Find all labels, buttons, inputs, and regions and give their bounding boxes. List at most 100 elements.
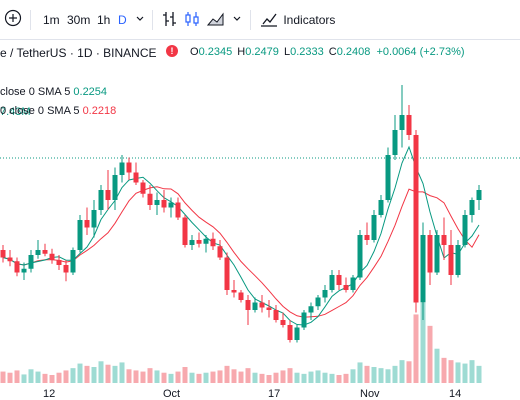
candle-body — [448, 245, 454, 275]
candle-body — [308, 306, 314, 313]
candle-body — [21, 268, 27, 273]
candle-body — [287, 325, 293, 340]
candle-body — [224, 257, 230, 290]
candle-body — [154, 200, 160, 205]
volume-bar — [364, 365, 370, 383]
candle-body — [7, 257, 13, 262]
sma-fast-line — [2, 145, 480, 326]
volume-bar — [280, 370, 286, 383]
interval-d[interactable]: D — [118, 13, 127, 27]
volume-bar — [322, 372, 328, 383]
candle-body — [364, 235, 370, 240]
volume-bar — [98, 361, 104, 383]
high-value: 0.2479 — [245, 46, 279, 58]
candle-body — [147, 193, 153, 205]
interval-1m[interactable]: 1m — [43, 13, 60, 27]
volume-bar — [119, 362, 125, 383]
candle-body — [245, 300, 251, 310]
volume-bar — [287, 368, 293, 383]
candle-body — [392, 130, 398, 155]
indicators-icon — [261, 13, 277, 27]
candle-body — [357, 235, 363, 278]
volume-bar — [455, 362, 461, 383]
sma-slow-legend[interactable]: 0 close 0 SMA 5 0.2218 — [0, 105, 117, 117]
chart-legend: e / TetherUS · 1D · BINANCE O0.2345 H0.2… — [0, 40, 520, 128]
volume-bar — [469, 360, 475, 383]
volume-bar — [441, 357, 447, 383]
volume-bar — [462, 363, 468, 383]
candle-body — [63, 265, 69, 273]
candle-body — [266, 307, 272, 310]
alert-icon[interactable]: ! — [166, 45, 178, 57]
candle-body — [259, 302, 265, 308]
candle-body — [217, 246, 223, 258]
candle-body — [413, 135, 419, 303]
volume-bar — [203, 372, 209, 383]
volume-bar — [336, 375, 342, 383]
volume-bar — [224, 365, 230, 383]
volume-bar — [378, 368, 384, 383]
candle-body — [322, 290, 328, 298]
candle-body — [14, 261, 20, 273]
candle-body — [329, 275, 335, 290]
candle-body — [336, 275, 342, 285]
volume-bar — [350, 369, 356, 383]
candles-chart-icon[interactable] — [184, 9, 200, 29]
volume-bar — [385, 369, 391, 383]
candle-body — [168, 202, 174, 208]
sma-fast-legend[interactable]: close 0 SMA 5 0.2254 — [0, 86, 108, 98]
ohlc-values: O0.2345 H0.2479 L0.2333 C0.2408 +0.0064 … — [190, 46, 465, 58]
volume-bar — [49, 375, 55, 383]
chevron-down-icon[interactable] — [232, 9, 242, 29]
candle-body — [280, 320, 286, 325]
candle-body — [196, 240, 202, 244]
volume-bar — [434, 348, 440, 383]
volume-bar — [266, 375, 272, 383]
volume-bar — [238, 371, 244, 383]
volume-bar — [476, 365, 482, 383]
volume-bar — [357, 362, 363, 383]
sma-slow-line — [2, 186, 480, 318]
x-tick-label: 12 — [43, 388, 56, 400]
candle-body — [203, 238, 209, 244]
area-chart-icon[interactable] — [206, 9, 225, 29]
candle-body — [28, 255, 34, 269]
candle-body — [49, 253, 55, 260]
volume-bar — [112, 365, 118, 383]
volume-bar — [196, 373, 202, 383]
x-tick-label: Nov — [360, 388, 380, 400]
volume-bar — [70, 368, 76, 383]
top-toolbar: 1m 30m 1h D Indicators — [0, 0, 520, 40]
symbol-title[interactable]: e / TetherUS · 1D · BINANCE — [0, 46, 157, 60]
volume-bar — [140, 371, 146, 383]
volume-bar — [245, 368, 251, 383]
candle-body — [378, 200, 384, 215]
volume-bar — [175, 371, 181, 383]
add-symbol-icon[interactable] — [4, 9, 22, 29]
chevron-down-icon[interactable] — [135, 9, 145, 29]
candle-body — [420, 235, 426, 303]
interval-30m[interactable]: 30m — [67, 13, 91, 27]
indicators-button[interactable]: Indicators — [260, 10, 335, 30]
candle-body — [252, 302, 258, 310]
candle-body — [231, 290, 237, 293]
interval-1h[interactable]: 1h — [97, 13, 111, 27]
bars-chart-icon[interactable] — [162, 9, 178, 29]
change-value: +0.0064 (+2.73%) — [376, 46, 465, 58]
volume-bar — [294, 372, 300, 383]
volume-bar — [147, 368, 153, 383]
volume-bar — [343, 373, 349, 383]
volume-bar — [399, 360, 405, 383]
candle-body — [35, 250, 41, 255]
candle-body — [350, 277, 356, 290]
volume-bar — [168, 373, 174, 383]
volume-bar — [91, 367, 97, 383]
candle-body — [462, 215, 468, 245]
volume-bar — [420, 303, 426, 383]
volume-bar — [63, 370, 69, 383]
x-tick-label: 17 — [268, 388, 281, 400]
volume-bar — [56, 372, 62, 383]
candle-body — [427, 235, 433, 273]
x-tick-label: Oct — [163, 388, 181, 400]
